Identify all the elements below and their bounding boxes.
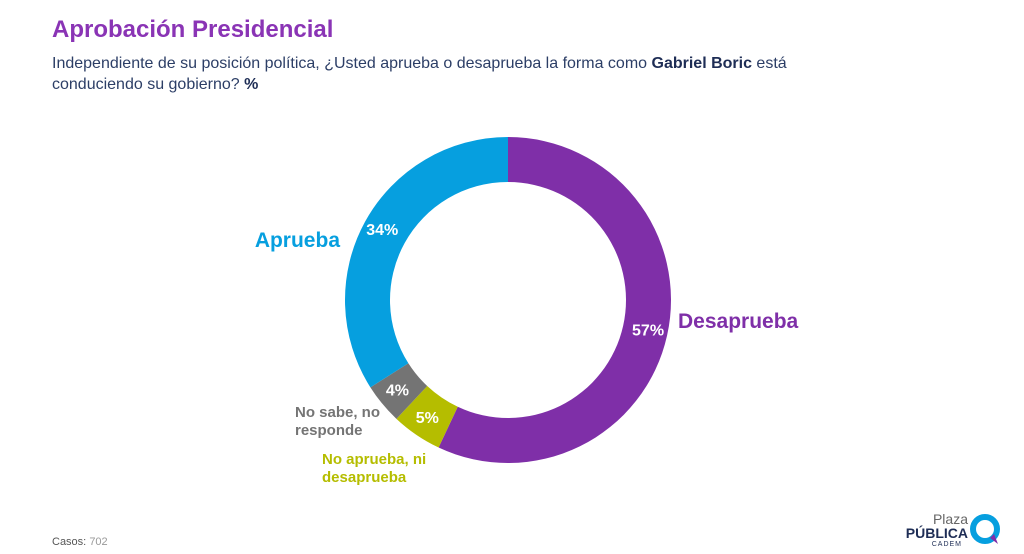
- logo-text: CADEM: [931, 541, 962, 548]
- category-label: Desaprueba: [678, 310, 799, 333]
- donut-segment: [438, 137, 671, 463]
- footnote: Casos: 702: [52, 536, 108, 548]
- category-label: No sabe, no responde: [295, 404, 381, 439]
- value-label: 34%: [366, 222, 398, 239]
- category-label: Aprueba: [254, 229, 340, 252]
- donut-segment: [345, 137, 508, 388]
- logo-icon: [970, 514, 1000, 544]
- value-label: 5%: [416, 410, 439, 427]
- logo-text: PÚBLICA: [905, 525, 968, 541]
- category-label: No aprueba, ni desaprueba: [322, 451, 427, 486]
- subtitle: Independiente de su posición política, ¿…: [52, 53, 872, 95]
- value-label: 57%: [632, 323, 664, 340]
- subtitle-text: está conduciendo su gobierno?: [52, 55, 787, 93]
- donut-segment: [370, 363, 428, 419]
- footnote-label: Casos:: [52, 536, 87, 548]
- footnote-value: 702: [89, 536, 108, 548]
- donut-segment: [396, 386, 458, 448]
- subtitle-bold: %: [244, 76, 259, 93]
- title: Aprobación Presidencial: [52, 16, 334, 43]
- logo: Plaza PÚBLICA CADEM: [906, 512, 1002, 549]
- logo-text: Plaza: [932, 511, 968, 527]
- subtitle-text: Independiente de su posición política, ¿…: [52, 55, 652, 72]
- subtitle-bold: Gabriel Boric: [651, 55, 752, 72]
- value-label: 4%: [386, 383, 409, 400]
